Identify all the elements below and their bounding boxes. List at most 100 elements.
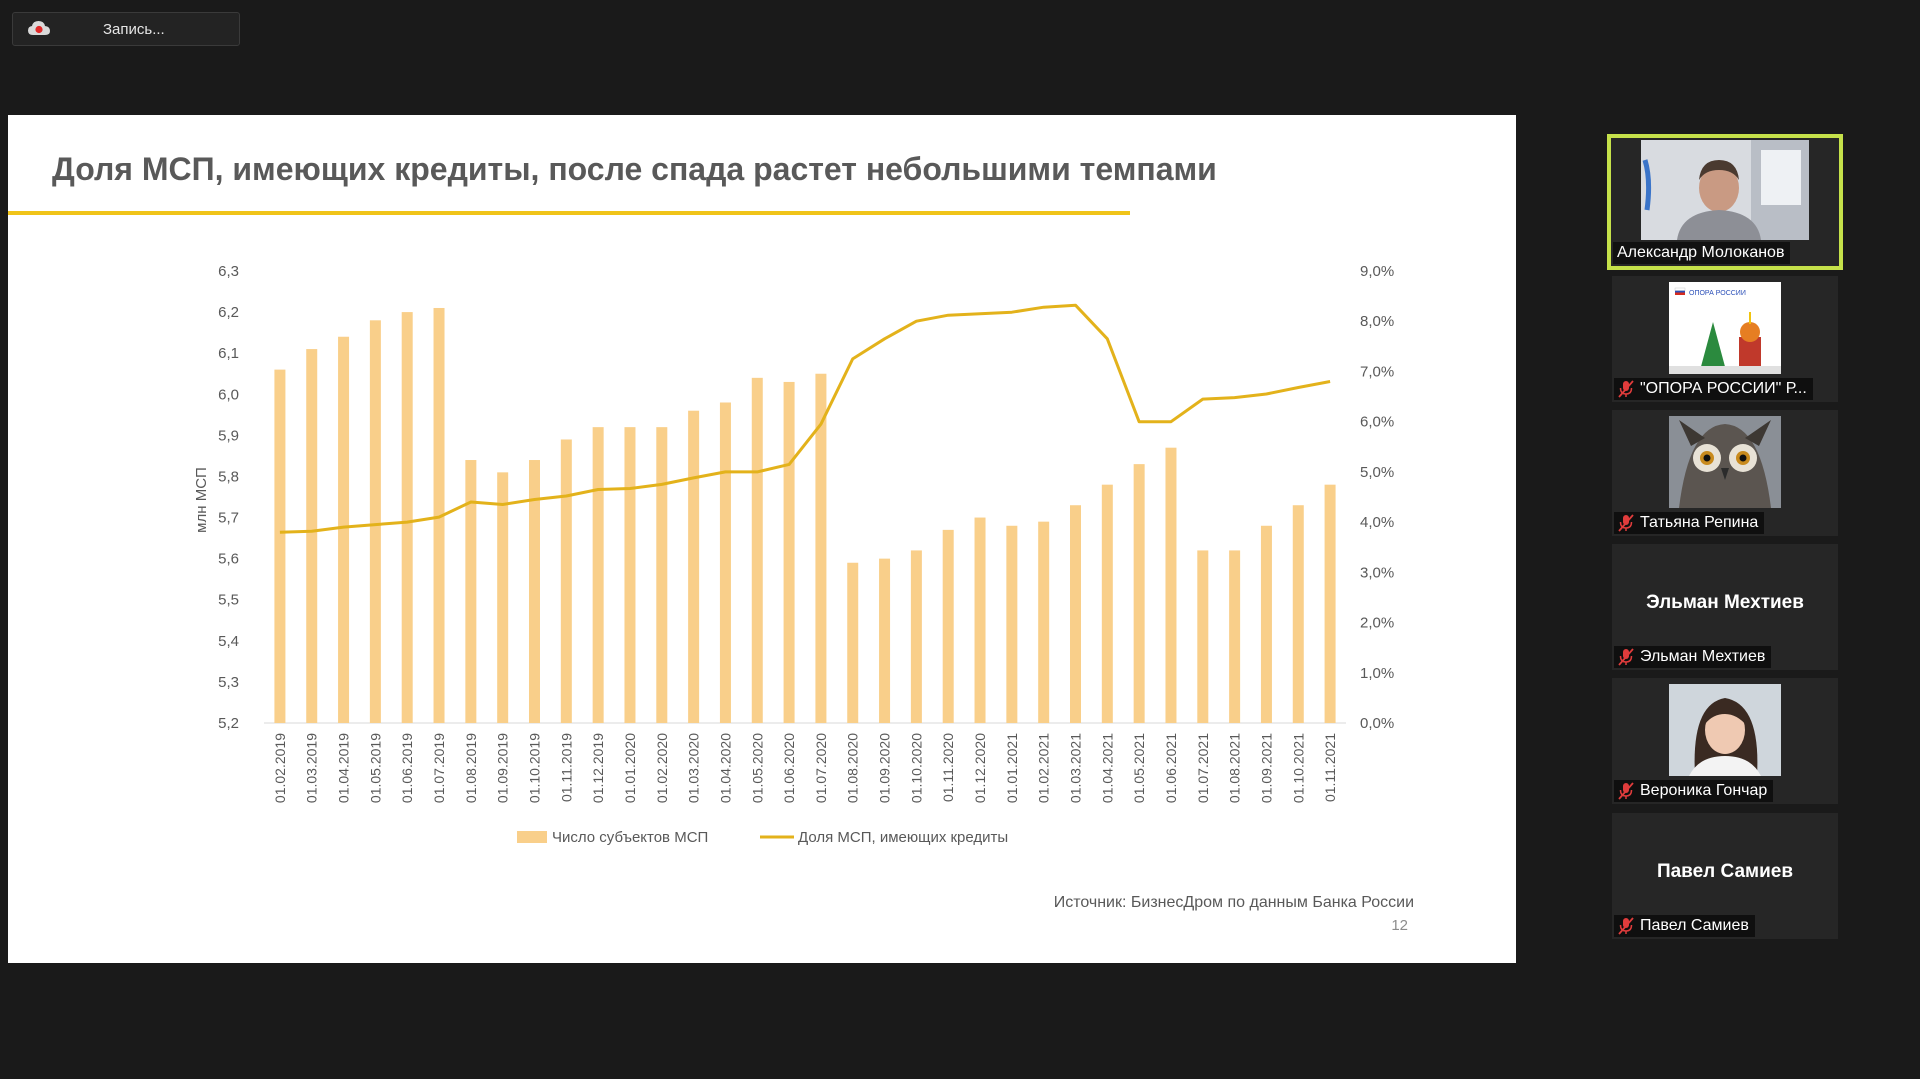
x-tick-label: 01.02.2020 [654, 733, 670, 803]
video-frame-icon [1641, 140, 1809, 240]
x-tick-label: 01.10.2020 [908, 733, 924, 803]
y-tick-label: 5,9 [218, 427, 239, 444]
x-tick-label: 01.11.2019 [558, 733, 574, 802]
participant-tile[interactable]: Эльман Мехтиев Эльман Мехтиев [1612, 544, 1838, 670]
participant-name-tag: Павел Самиев [1614, 915, 1755, 937]
mic-muted-icon [1618, 782, 1634, 800]
title-underline [8, 211, 1130, 215]
y-tick-label: 5,3 [218, 674, 239, 691]
bar [879, 558, 891, 723]
x-tick-label: 01.09.2021 [1258, 733, 1274, 803]
participant-name-tag: Эльман Мехтиев [1614, 646, 1772, 668]
participant-name: Эльман Мехтиев [1640, 648, 1766, 665]
bar [529, 460, 540, 723]
x-tick-label: 01.02.2019 [272, 733, 288, 803]
bar [1197, 550, 1209, 723]
y2-tick-label: 4,0% [1360, 514, 1394, 531]
y2-tick-label: 3,0% [1360, 564, 1394, 581]
shared-slide: Доля МСП, имеющих кредиты, после спада р… [8, 115, 1516, 963]
x-tick-label: 01.08.2021 [1227, 733, 1243, 803]
participant-display-name: Эльман Мехтиев [1646, 592, 1804, 613]
x-tick-label: 01.09.2019 [495, 733, 511, 803]
bar [1260, 525, 1272, 723]
bar [847, 562, 859, 723]
x-tick-label: 01.04.2021 [1099, 733, 1115, 803]
bar [274, 369, 286, 723]
y-tick-label: 5,4 [218, 633, 239, 650]
x-tick-label: 01.03.2021 [1068, 733, 1084, 803]
bar [306, 349, 318, 723]
bar [1070, 505, 1081, 723]
y2-tick-label: 0,0% [1360, 715, 1394, 732]
x-tick-label: 01.03.2019 [304, 733, 320, 803]
opora-logo-text: ОПОРА РОССИИ [1689, 290, 1746, 297]
participant-tile[interactable]: Александр Молоканов [1607, 134, 1843, 270]
line-series [279, 303, 1331, 534]
bar [1292, 505, 1304, 723]
bar [1165, 447, 1177, 723]
bar [1006, 525, 1018, 723]
x-tick-label: 01.10.2021 [1290, 733, 1306, 803]
y-tick-label: 6,0 [218, 386, 239, 403]
bar [656, 427, 668, 723]
participant-tile[interactable]: Вероника Гончар [1612, 678, 1838, 804]
x-tick-label: 01.07.2021 [1195, 733, 1211, 803]
participant-avatar: ОПОРА РОССИИ [1669, 282, 1781, 374]
recording-label: Запись... [103, 21, 165, 38]
participant-name: Вероника Гончар [1640, 782, 1768, 799]
y-axis-label: млн МСП [193, 467, 210, 533]
bar [1038, 521, 1050, 723]
x-tick-label: 01.01.2021 [1004, 733, 1020, 803]
bar [497, 472, 509, 723]
y2-tick-label: 1,0% [1360, 665, 1394, 682]
y2-tick-label: 5,0% [1360, 464, 1394, 481]
recording-indicator[interactable]: Запись... [12, 12, 240, 46]
y-tick-label: 6,3 [218, 263, 239, 280]
y-tick-label: 5,7 [218, 510, 239, 527]
y-tick-label: 6,2 [218, 304, 239, 321]
y2-tick-label: 9,0% [1360, 263, 1394, 280]
participant-tile[interactable]: Татьяна Репина [1612, 410, 1838, 536]
user-photo-icon [1669, 684, 1781, 776]
y-tick-label: 5,6 [218, 551, 239, 568]
bar [719, 402, 731, 723]
y2-tick-label: 6,0% [1360, 414, 1394, 431]
participant-name: Павел Самиев [1640, 917, 1749, 934]
slide-canvas: Доля МСП, имеющих кредиты, после спада р… [8, 151, 1414, 934]
x-tick-label: 01.09.2020 [877, 733, 893, 803]
participant-video [1641, 140, 1809, 240]
x-tick-label: 01.07.2020 [813, 733, 829, 803]
x-tick-label: 01.08.2019 [463, 733, 479, 803]
bar [688, 410, 700, 723]
y2-tick-label: 7,0% [1360, 363, 1394, 380]
x-tick-label: 01.12.2020 [972, 733, 988, 803]
participant-name: Татьяна Репина [1640, 514, 1759, 531]
participant-tile[interactable]: ОПОРА РОССИИ "ОПОРА РОССИИ" Р... [1612, 276, 1838, 402]
slide-page-number: 12 [1391, 917, 1408, 934]
x-tick-label: 01.10.2019 [527, 733, 543, 803]
x-tick-label: 01.05.2021 [1131, 733, 1147, 803]
legend-label-line: Доля МСП, имеющих кредиты [798, 829, 1008, 846]
bar [910, 550, 922, 723]
source-note: Источник: БизнесДром по данным Банка Рос… [1054, 894, 1414, 911]
mic-muted-icon [1618, 380, 1634, 398]
x-tick-label: 01.05.2019 [367, 733, 383, 803]
participant-name-tag: Татьяна Репина [1614, 512, 1765, 534]
x-tick-label: 01.01.2020 [622, 733, 638, 803]
x-tick-label: 01.07.2019 [431, 733, 447, 803]
x-tick-label: 01.12.2019 [590, 733, 606, 803]
participant-tile[interactable]: Павел Самиев Павел Самиев [1612, 813, 1838, 939]
y-tick-label: 5,8 [218, 468, 239, 485]
mic-muted-icon [1618, 917, 1634, 935]
x-tick-label: 01.11.2021 [1322, 733, 1338, 802]
x-tick-label: 01.02.2021 [1036, 733, 1052, 803]
opora-logo-icon: ОПОРА РОССИИ [1669, 282, 1781, 374]
x-tick-label: 01.05.2020 [749, 733, 765, 803]
x-tick-label: 01.06.2020 [781, 733, 797, 803]
participant-display-name: Павел Самиев [1656, 861, 1794, 882]
x-tick-label: 01.04.2020 [717, 733, 733, 803]
participant-avatar [1669, 416, 1781, 508]
participant-name-tag: Александр Молоканов [1613, 242, 1791, 264]
bar [624, 427, 636, 723]
participant-avatar [1669, 684, 1781, 776]
